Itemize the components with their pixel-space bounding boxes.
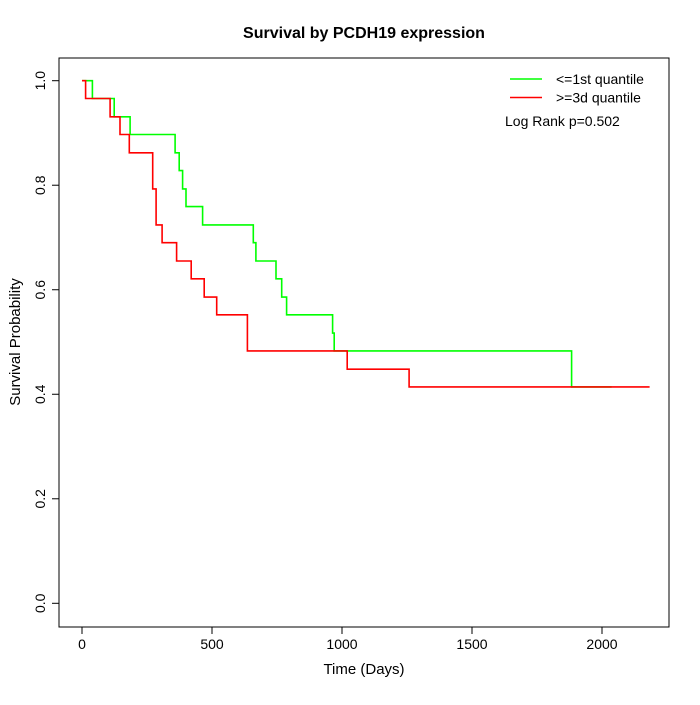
x-axis: 0 500 1000 1500 2000 [78, 627, 618, 652]
x-tick-label: 1500 [456, 636, 487, 652]
y-tick-label: 0.6 [32, 280, 48, 300]
y-axis-label: Survival Probability [7, 278, 24, 406]
legend-label-first-quantile: <=1st quantile [556, 71, 644, 87]
x-axis-label: Time (Days) [323, 661, 404, 678]
y-tick-label: 0.0 [32, 593, 48, 613]
y-tick-label: 0.8 [32, 175, 48, 195]
legend: <=1st quantile >=3d quantile Log Rank p=… [505, 71, 644, 129]
y-axis: 0.0 0.2 0.4 0.6 0.8 1.0 [32, 71, 59, 613]
log-rank-pvalue: Log Rank p=0.502 [505, 113, 620, 129]
plot-box [58, 57, 670, 628]
km-curve-third-quantile [82, 79, 650, 388]
x-tick-label: 500 [200, 636, 224, 652]
y-tick-label: 0.4 [32, 384, 48, 404]
survival-curves [82, 79, 650, 388]
chart-title: Survival by PCDH19 expression [243, 25, 485, 42]
x-tick-label: 1000 [326, 636, 357, 652]
y-tick-label: 1.0 [32, 71, 48, 91]
legend-label-third-quantile: >=3d quantile [556, 90, 641, 106]
y-tick-label: 0.2 [32, 489, 48, 509]
km-curve-first-quantile [82, 79, 612, 388]
x-tick-label: 0 [78, 636, 86, 652]
x-tick-label: 2000 [586, 636, 617, 652]
